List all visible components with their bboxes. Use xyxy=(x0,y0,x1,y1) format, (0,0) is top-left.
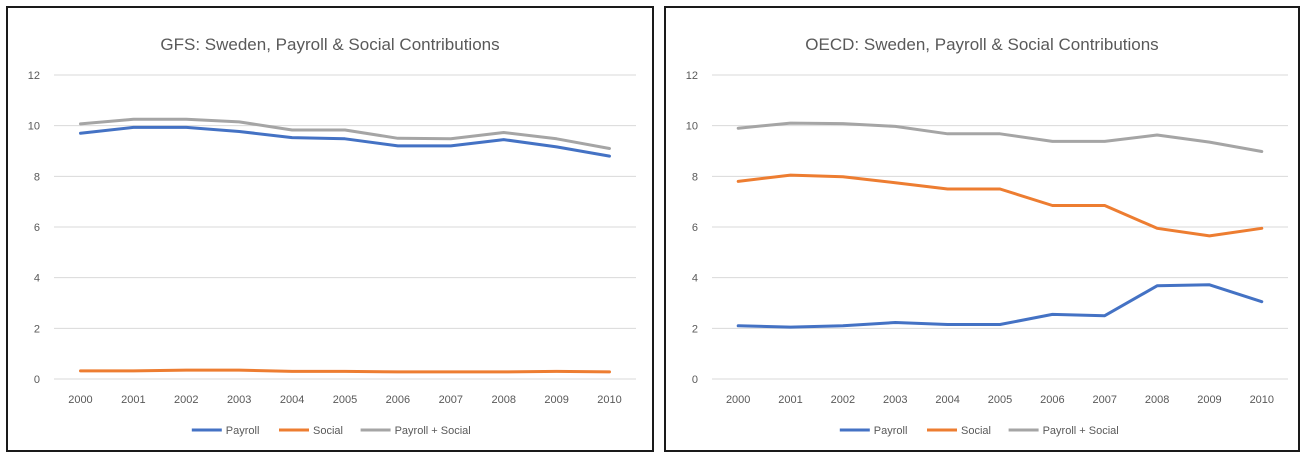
oecd-y-tick-label: 12 xyxy=(686,70,698,82)
oecd-x-tick-label: 2008 xyxy=(1145,394,1169,406)
gfs-y-tick-label: 0 xyxy=(34,374,40,386)
gfs-chart: GFS: Sweden, Payroll & Social Contributi… xyxy=(28,35,636,437)
gfs-x-tick-label: 2002 xyxy=(174,394,198,406)
oecd-x-tick-label: 2003 xyxy=(883,394,907,406)
oecd-series-line-payroll-social xyxy=(736,121,1264,153)
gfs-x-tick-label: 2007 xyxy=(439,394,463,406)
gfs-series-line-payroll xyxy=(79,125,611,158)
oecd-chart-title: OECD: Sweden, Payroll & Social Contribut… xyxy=(805,35,1158,54)
chart-panel-oecd: OECD: Sweden, Payroll & Social Contribut… xyxy=(664,6,1300,452)
gfs-x-tick-label: 2006 xyxy=(386,394,410,406)
gfs-x-tick-label: 2001 xyxy=(121,394,145,406)
gfs-x-tick-label: 2008 xyxy=(491,394,515,406)
gfs-x-tick-label: 2010 xyxy=(597,394,621,406)
gfs-x-tick-label: 2005 xyxy=(333,394,357,406)
oecd-y-tick-label: 0 xyxy=(692,374,698,386)
gfs-y-tick-label: 8 xyxy=(34,171,40,183)
gfs-legend-label-payroll: Payroll xyxy=(226,425,260,437)
oecd-x-tick-label: 2000 xyxy=(726,394,750,406)
gfs-legend-label-payroll-social: Payroll + Social xyxy=(395,425,471,437)
gfs-y-tick-label: 6 xyxy=(34,222,40,234)
gfs-x-tick-label: 2000 xyxy=(68,394,92,406)
oecd-x-tick-label: 2007 xyxy=(1092,394,1116,406)
gfs-y-tick-label: 10 xyxy=(28,121,40,133)
gfs-legend-label-social: Social xyxy=(313,425,343,437)
oecd-y-tick-label: 10 xyxy=(686,121,698,133)
oecd-x-tick-label: 2005 xyxy=(988,394,1012,406)
gfs-y-tick-label: 4 xyxy=(34,273,40,285)
gfs-x-tick-label: 2009 xyxy=(544,394,568,406)
gfs-x-tick-label: 2003 xyxy=(227,394,251,406)
gfs-y-tick-label: 12 xyxy=(28,70,40,82)
gfs-x-tick-label: 2004 xyxy=(280,394,304,406)
oecd-y-tick-label: 2 xyxy=(692,323,698,335)
oecd-x-tick-label: 2006 xyxy=(1040,394,1064,406)
oecd-x-tick-label: 2004 xyxy=(935,394,959,406)
oecd-legend-label-payroll: Payroll xyxy=(874,425,908,437)
gfs-y-tick-label: 2 xyxy=(34,323,40,335)
gfs-series-line-payroll-social xyxy=(79,117,611,150)
oecd-y-tick-label: 8 xyxy=(692,171,698,183)
oecd-y-tick-label: 6 xyxy=(692,222,698,234)
gfs-chart-title: GFS: Sweden, Payroll & Social Contributi… xyxy=(160,35,499,54)
oecd-y-tick-label: 4 xyxy=(692,273,698,285)
oecd-x-tick-label: 2010 xyxy=(1250,394,1274,406)
oecd-chart: OECD: Sweden, Payroll & Social Contribut… xyxy=(686,35,1288,437)
gfs-series-line-social xyxy=(79,368,611,374)
oecd-legend-label-payroll-social: Payroll + Social xyxy=(1043,425,1119,437)
oecd-x-tick-label: 2001 xyxy=(778,394,802,406)
oecd-series-line-social xyxy=(736,173,1264,238)
oecd-x-tick-label: 2002 xyxy=(831,394,855,406)
chart-panel-gfs: GFS: Sweden, Payroll & Social Contributi… xyxy=(6,6,654,452)
oecd-x-tick-label: 2009 xyxy=(1197,394,1221,406)
oecd-series-line-payroll xyxy=(736,283,1264,329)
oecd-legend-label-social: Social xyxy=(961,425,991,437)
